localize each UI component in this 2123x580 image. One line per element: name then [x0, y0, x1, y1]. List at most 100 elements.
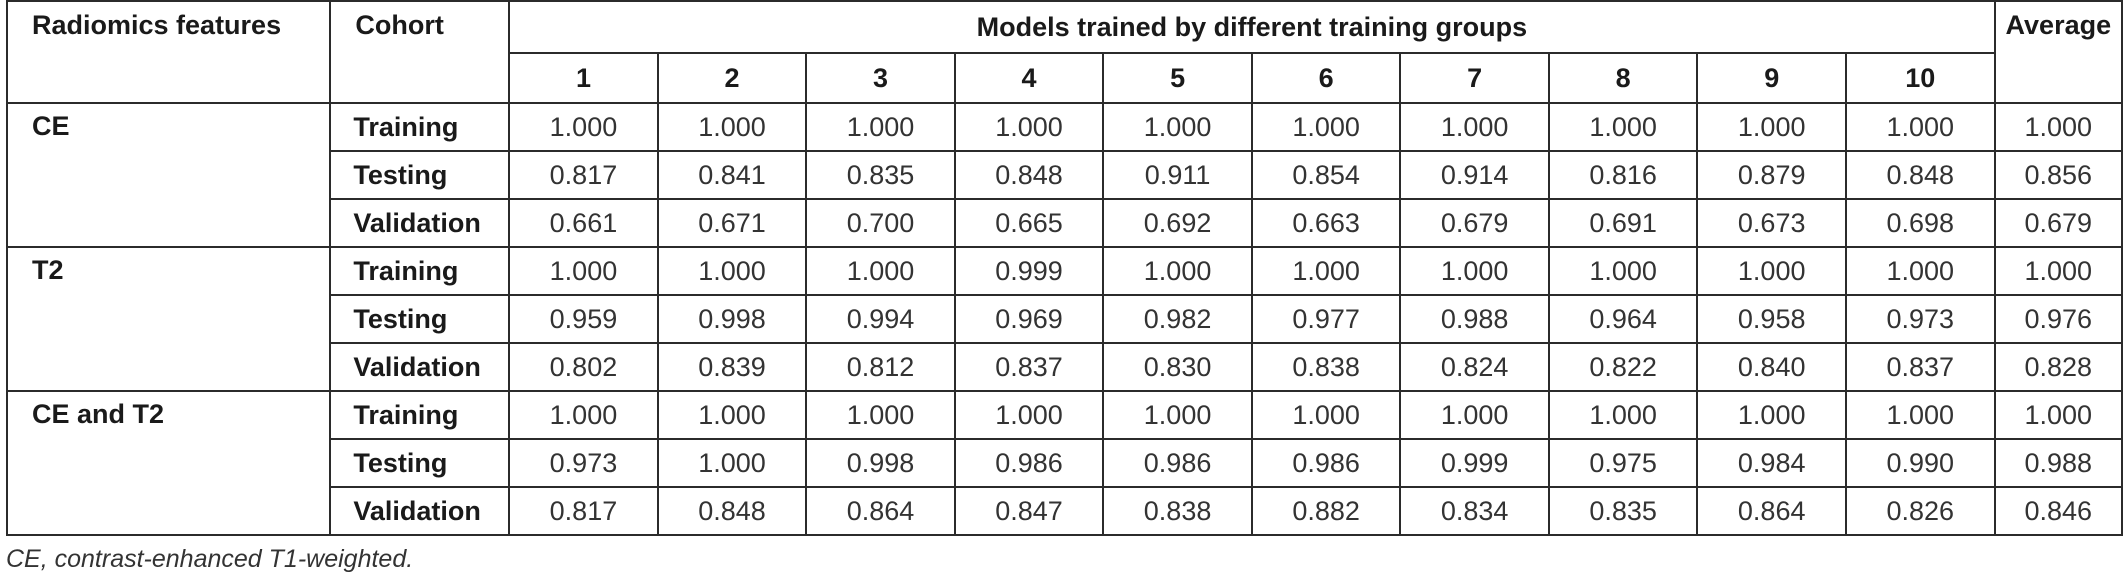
value-cell: 1.000 [1696, 102, 1847, 152]
cohort-label: Training [329, 246, 511, 296]
value-cell: 0.692 [1102, 198, 1253, 248]
value-cell: 0.661 [508, 198, 659, 248]
table-row: Testing 0.959 0.998 0.994 0.969 0.982 0.977 0.9… [7, 294, 2123, 344]
header-cohort: Cohort [329, 0, 511, 104]
value-cell: 0.986 [953, 438, 1105, 488]
value-cell: 0.999 [953, 246, 1105, 296]
value-cell: 0.969 [953, 294, 1105, 344]
feature-label: T2 [5, 246, 332, 392]
header-group-9: 9 [1696, 52, 1847, 104]
value-cell: 0.848 [1844, 150, 1996, 200]
header-group-3: 3 [805, 52, 956, 104]
table-footnote: CE, contrast-enhanced T1-weighted. [6, 545, 414, 573]
average-cell: 0.828 [1993, 342, 2123, 392]
value-cell: 0.691 [1547, 198, 1699, 248]
value-cell: 0.964 [1547, 294, 1699, 344]
value-cell: 0.839 [656, 342, 808, 392]
value-cell: 0.816 [1547, 150, 1699, 200]
value-cell: 0.847 [953, 486, 1105, 536]
value-cell: 1.000 [953, 102, 1105, 152]
value-cell: 0.835 [1547, 486, 1699, 536]
table-row: Validation 0.661 0.671 0.700 0.665 0.692 0.663… [7, 198, 2123, 248]
cohort-label: Validation [329, 198, 511, 248]
table-row: T2 Training 1.000 1.000 1.000 0.999 1.000 1.000… [5, 246, 2123, 392]
header-group-1: 1 [508, 52, 659, 104]
value-cell: 1.000 [805, 102, 956, 152]
value-cell: 0.834 [1399, 486, 1550, 536]
value-cell: 0.973 [508, 438, 659, 488]
header-radiomics-features: Radiomics features [5, 0, 332, 104]
results-table: Radiomics features Cohort Models trained… [5, 0, 2123, 536]
value-cell: 0.994 [805, 294, 956, 344]
header-group-8: 8 [1547, 52, 1699, 104]
value-cell: 1.000 [805, 246, 956, 296]
value-cell: 0.817 [508, 150, 659, 200]
value-cell: 1.000 [1399, 102, 1550, 152]
value-cell: 0.911 [1102, 150, 1253, 200]
value-cell: 0.879 [1696, 150, 1847, 200]
header-group-5: 5 [1102, 52, 1253, 104]
value-cell: 1.000 [1102, 102, 1253, 152]
value-cell: 0.835 [805, 150, 956, 200]
value-cell: 1.000 [656, 246, 808, 296]
table-row: CE Training 1.000 1.000 1.000 1.000 1.000 1.000… [5, 102, 2123, 248]
value-cell: 0.982 [1102, 294, 1253, 344]
header-group-4: 4 [953, 52, 1105, 104]
value-cell: 0.840 [1696, 342, 1847, 392]
value-cell: 1.000 [508, 102, 659, 152]
cohort-label: Testing [329, 294, 511, 344]
feature-label: CE [5, 102, 332, 248]
value-cell: 1.000 [1399, 390, 1550, 440]
value-cell: 0.837 [953, 342, 1105, 392]
header-average: Average [1993, 0, 2123, 104]
value-cell: 1.000 [656, 102, 808, 152]
cohort-label: Testing [329, 150, 511, 200]
value-cell: 1.000 [1399, 246, 1550, 296]
header-row-numbers: 1 2 3 4 5 6 7 8 9 10 [7, 52, 2122, 104]
table-row: Testing 0.973 1.000 0.998 0.986 0.986 0.986 0.9… [7, 438, 2123, 488]
value-cell: 0.822 [1547, 342, 1699, 392]
header-group-2: 2 [656, 52, 808, 104]
value-cell: 1.000 [805, 390, 956, 440]
value-cell: 0.838 [1250, 342, 1402, 392]
value-cell: 0.826 [1844, 486, 1996, 536]
value-cell: 0.854 [1250, 150, 1402, 200]
value-cell: 0.671 [656, 198, 808, 248]
value-cell: 0.864 [1696, 486, 1847, 536]
value-cell: 0.984 [1696, 438, 1847, 488]
header-row-top: Radiomics features Cohort Models trained… [5, 0, 2123, 104]
cohort-label: Validation [329, 486, 511, 536]
value-cell: 1.000 [508, 390, 659, 440]
value-cell: 0.817 [508, 486, 659, 536]
value-cell: 0.841 [656, 150, 808, 200]
average-cell: 1.000 [1993, 102, 2123, 152]
feature-label: CE and T2 [5, 390, 332, 536]
average-cell: 1.000 [1993, 246, 2123, 296]
value-cell: 0.848 [656, 486, 808, 536]
header-group-10: 10 [1844, 52, 1996, 104]
value-cell: 0.999 [1399, 438, 1550, 488]
value-cell: 1.000 [1250, 102, 1402, 152]
value-cell: 0.958 [1696, 294, 1847, 344]
value-cell: 1.000 [1102, 390, 1253, 440]
value-cell: 0.986 [1102, 438, 1253, 488]
header-group-6: 6 [1250, 52, 1402, 104]
value-cell: 0.700 [805, 198, 956, 248]
value-cell: 1.000 [1250, 390, 1402, 440]
table-row: Testing 0.817 0.841 0.835 0.848 0.911 0.854 0.9… [7, 150, 2123, 200]
header-training-groups: Models trained by different training gro… [508, 0, 1996, 54]
cohort-label: Training [329, 390, 511, 440]
value-cell: 0.824 [1399, 342, 1550, 392]
value-cell: 1.000 [1844, 102, 1996, 152]
average-cell: 0.976 [1993, 294, 2123, 344]
value-cell: 0.802 [508, 342, 659, 392]
table-body: CE Training 1.000 1.000 1.000 1.000 1.000 1.000… [5, 102, 2123, 536]
average-cell: 0.856 [1993, 150, 2123, 200]
value-cell: 0.838 [1102, 486, 1253, 536]
value-cell: 0.665 [953, 198, 1105, 248]
value-cell: 1.000 [1844, 246, 1996, 296]
value-cell: 1.000 [656, 438, 808, 488]
value-cell: 0.848 [953, 150, 1105, 200]
value-cell: 1.000 [1547, 390, 1699, 440]
value-cell: 0.679 [1399, 198, 1550, 248]
